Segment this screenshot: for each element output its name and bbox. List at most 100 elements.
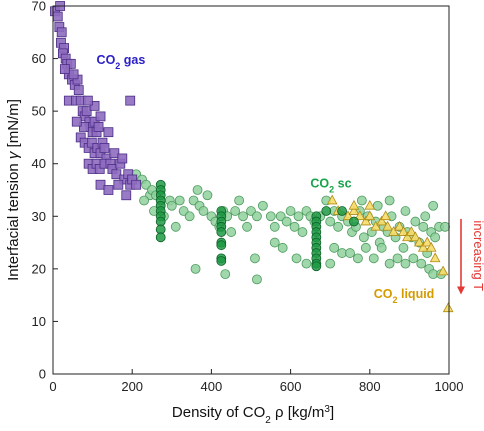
y-tick-label: 0 (39, 367, 46, 382)
sc-point (230, 206, 241, 216)
marks-layer (50, 1, 454, 313)
gas-point (121, 190, 132, 201)
sc-point (356, 195, 367, 206)
liquid-point (406, 226, 417, 236)
sc-point (174, 195, 185, 206)
gas-point (82, 95, 93, 106)
sc-dark-point (321, 206, 332, 216)
gas-point (93, 122, 104, 132)
sc-point (398, 242, 409, 253)
y-tick-label: 20 (32, 261, 46, 276)
sc-point (257, 200, 268, 211)
liquid-point (409, 231, 421, 242)
y-tick-label: 50 (32, 104, 46, 119)
sc-point (192, 185, 203, 195)
sc-point (250, 253, 260, 264)
gas-point (131, 179, 142, 190)
sc-dark-point (311, 261, 322, 272)
gas-point (111, 169, 122, 180)
sc-point (368, 253, 379, 264)
gas-point (89, 100, 100, 111)
liquid-point (402, 231, 413, 242)
x-tick-label: 600 (280, 379, 302, 394)
sc-point (410, 216, 421, 227)
sc-dark-point (216, 227, 227, 237)
sc-point (238, 211, 248, 222)
x-tick-label: 1000 (435, 379, 464, 394)
liquid-point (380, 210, 391, 221)
liquid-point (442, 302, 454, 313)
sc-point (360, 242, 371, 253)
sc-point (408, 253, 419, 264)
gas-point (117, 153, 128, 164)
gas-point (103, 185, 114, 195)
gas-point (73, 85, 84, 96)
sc-point (252, 211, 262, 222)
sc-point (269, 221, 280, 232)
sc-point (289, 221, 300, 232)
sc-point (325, 258, 336, 269)
liquid-point (421, 236, 433, 247)
increasing-t-label: increasing T (471, 220, 484, 291)
sc-dark-point-group (155, 179, 359, 272)
sc-point (198, 206, 209, 216)
sc-point (416, 258, 427, 269)
sc-point (234, 195, 245, 206)
x-tick-label: 800 (359, 379, 381, 394)
liquid-point (354, 210, 366, 221)
liquid-point (382, 220, 393, 231)
liquid-point (437, 265, 449, 276)
gas-point (52, 11, 63, 22)
liquid-point (360, 215, 372, 226)
sc-point (420, 211, 431, 222)
sc-point (297, 227, 308, 237)
annotation-co2-sc: CO2 sc (310, 176, 351, 194)
liquid-point (398, 226, 409, 236)
plot-frame (52, 5, 450, 375)
gas-point (86, 137, 97, 148)
liquid-point (388, 226, 399, 236)
gas-point (109, 148, 120, 159)
sc-point (293, 211, 304, 222)
sc-point (170, 221, 181, 232)
gas-point (71, 116, 82, 127)
y-tick-label: 40 (32, 156, 46, 171)
annotation-co2-liquid: CO2 liquid (374, 287, 435, 305)
gas-point (113, 179, 124, 190)
sc-dark-point (337, 206, 347, 216)
gas-point (95, 179, 106, 190)
gas-point-group (50, 1, 142, 201)
sc-point (220, 269, 231, 280)
gas-point (103, 127, 114, 138)
sc-point (353, 253, 363, 264)
sc-point (400, 258, 411, 269)
sc-point (281, 216, 292, 227)
gas-point (56, 27, 67, 38)
liquid-point-group (326, 194, 454, 313)
sc-point (345, 248, 355, 258)
sc-point (372, 200, 383, 211)
increasing-t-arrow-head (457, 286, 465, 295)
sc-point (329, 242, 340, 253)
sc-point (226, 227, 237, 237)
liquid-point (429, 252, 441, 263)
annotation-co2-gas: CO2 gas (97, 53, 146, 71)
sc-dark-point (216, 256, 227, 266)
liquid-point (376, 215, 388, 226)
sc-point (325, 216, 336, 227)
gas-point (95, 111, 106, 122)
x-tick-label: 400 (201, 379, 223, 394)
sc-point (358, 232, 369, 243)
sc-point (242, 221, 252, 232)
sc-point (333, 221, 344, 232)
sc-point (285, 206, 296, 216)
sc-point (277, 242, 288, 253)
liquid-point (364, 210, 376, 221)
sc-point (376, 242, 387, 253)
gas-point (81, 106, 92, 117)
gas-point (99, 143, 110, 153)
sc-point (291, 253, 302, 264)
sc-point (384, 195, 395, 206)
